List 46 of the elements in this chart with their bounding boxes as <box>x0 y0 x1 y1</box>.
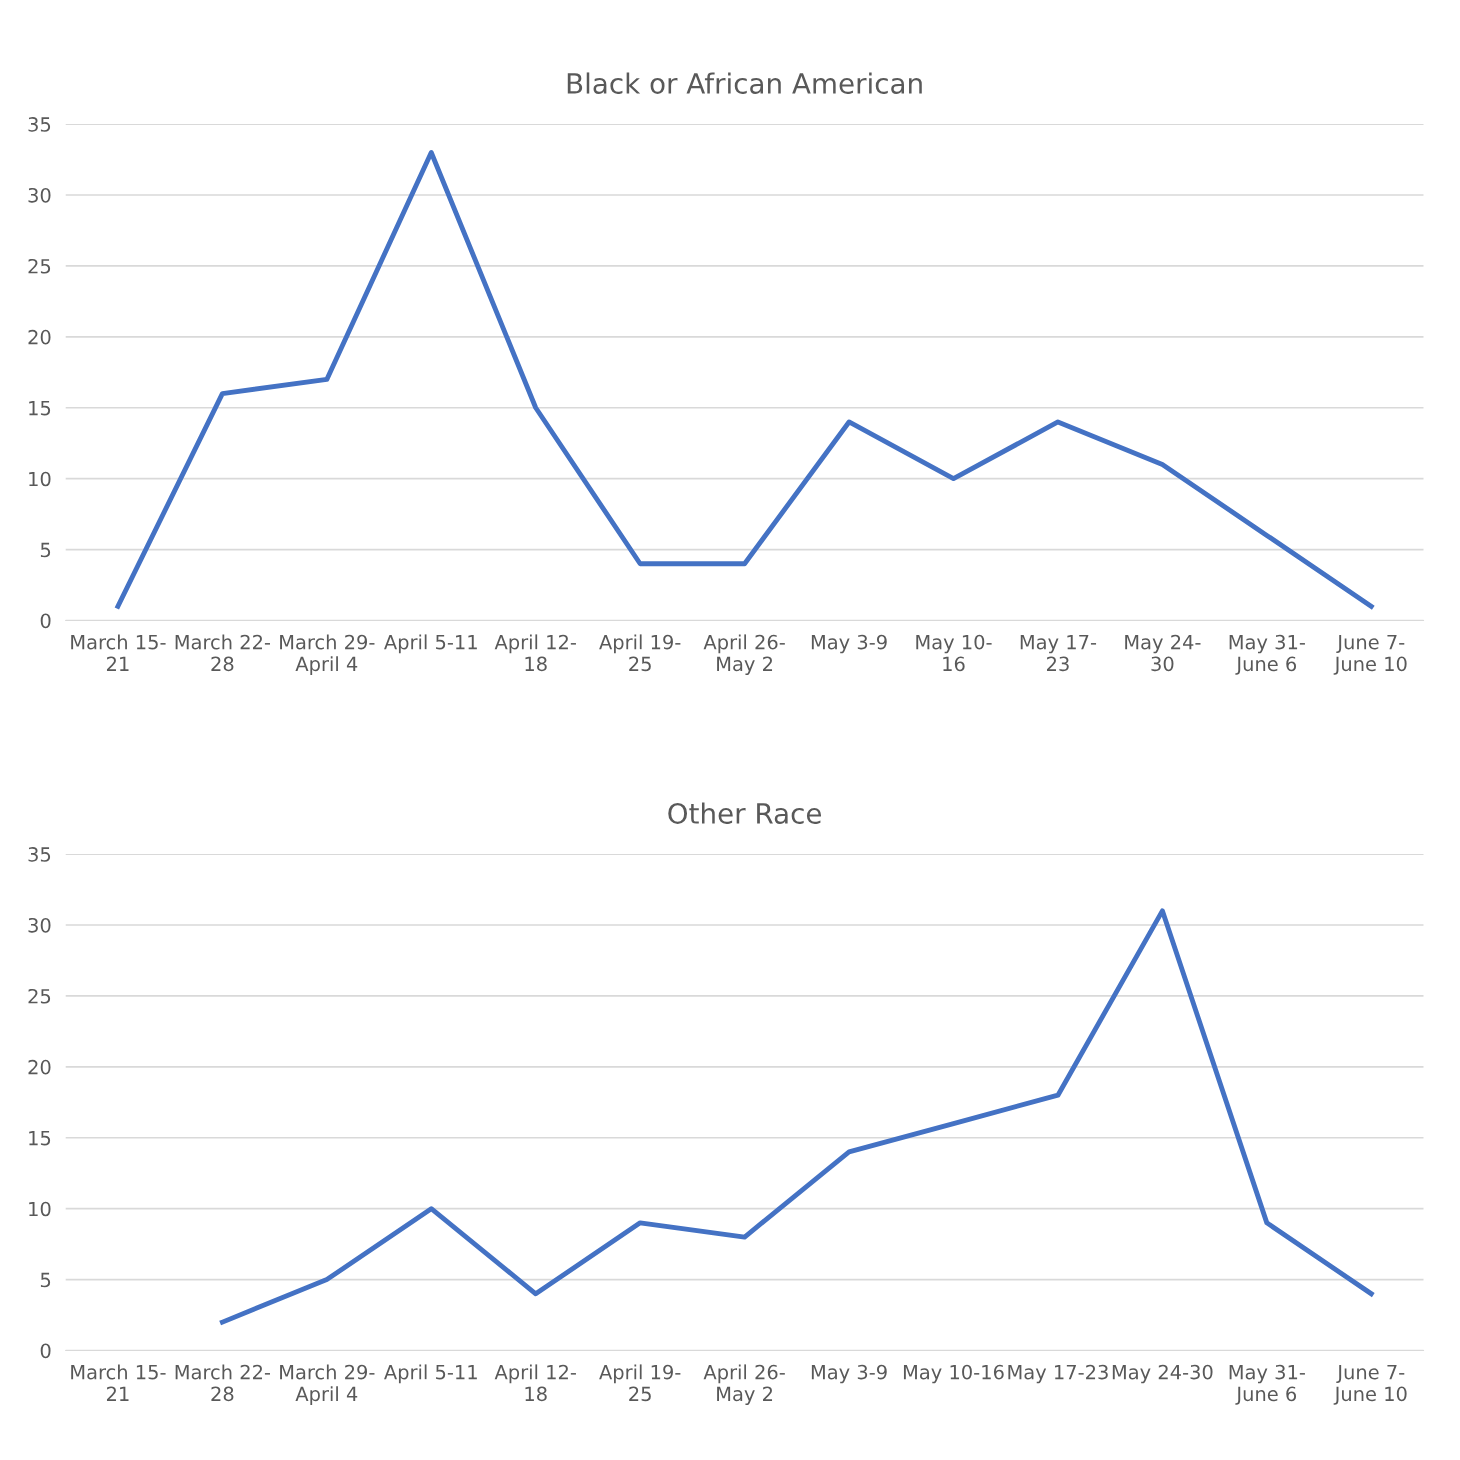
y-tick-label: 35 <box>28 117 51 132</box>
x-tick-label: May 17-23 <box>1008 1364 1108 1384</box>
x-tick-label: May 31- June 6 <box>1229 1364 1305 1405</box>
line-series <box>219 908 1374 1325</box>
y-tick-label: 10 <box>29 1201 51 1217</box>
y-tick-label: 20 <box>28 329 51 345</box>
y-tick-label: 15 <box>29 400 51 416</box>
x-tick-label: April 12- 18 <box>494 634 576 672</box>
x-tick-label: May 31- June 6 <box>1229 634 1305 675</box>
x-tick-label: April 19- 25 <box>599 634 681 672</box>
x-tick-label: May 10- 16 <box>916 634 992 672</box>
y-tick-label: 0 <box>40 613 51 629</box>
x-tick-label: June 7- June 10 <box>1333 634 1407 675</box>
x-tick-label: May 17- 23 <box>1020 634 1097 672</box>
y-tick-label: 20 <box>28 1059 51 1075</box>
y-tick-label: 35 <box>28 847 51 862</box>
y-tick-label: 5 <box>40 542 51 558</box>
x-tick-label: April 26- May 2 <box>703 1364 785 1405</box>
y-tick-label: 0 <box>40 1343 51 1359</box>
x-tick-label: April 26- May 2 <box>703 634 785 675</box>
y-tick-label: 10 <box>29 471 51 487</box>
x-tick-label: May 3-9 <box>811 1364 887 1384</box>
y-tick-label: 25 <box>28 988 51 1004</box>
x-tick-label: March 29- April 4 <box>280 1364 375 1405</box>
x-tick-label: May 24-30 <box>1112 1364 1213 1384</box>
line-series <box>115 150 1374 609</box>
chart-title: Black or African American <box>567 72 922 94</box>
y-tick-label: 30 <box>28 187 51 203</box>
x-tick-label: March 15- 21 <box>71 1364 166 1401</box>
x-tick-label: March 22- 28 <box>175 1364 271 1402</box>
x-tick-label: April 19- 25 <box>599 1364 681 1402</box>
y-tick-label: 25 <box>28 258 51 274</box>
x-tick-label: May 24- 30 <box>1125 634 1201 672</box>
x-tick-label: April 12- 18 <box>494 1364 576 1402</box>
x-tick-label: March 22- 28 <box>175 634 271 672</box>
x-tick-label: April 5-11 <box>384 1364 477 1384</box>
x-tick-label: June 7- June 10 <box>1333 1364 1407 1405</box>
x-tick-label: May 3-9 <box>811 634 887 654</box>
x-tick-label: April 5-11 <box>384 634 477 654</box>
x-tick-label: March 29- April 4 <box>280 634 375 675</box>
y-tick-label: 15 <box>29 1130 51 1146</box>
y-tick-label: 5 <box>40 1272 51 1288</box>
x-tick-label: March 15- 21 <box>71 634 166 671</box>
chart-title: Other Race <box>668 802 821 824</box>
y-tick-label: 30 <box>28 917 51 933</box>
x-tick-label: May 10-16 <box>903 1364 1004 1384</box>
